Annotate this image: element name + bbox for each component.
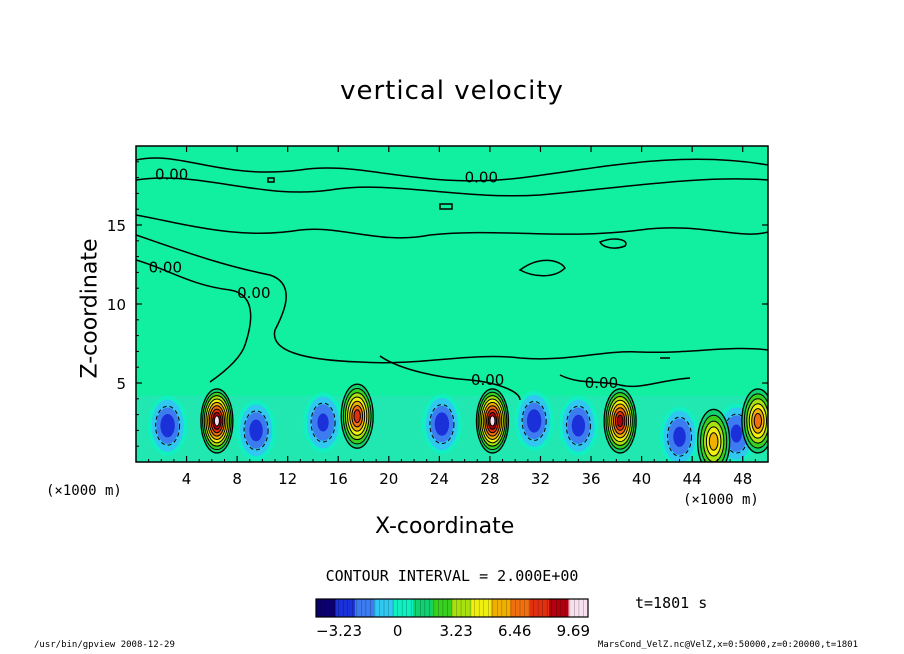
- y-tick-label: 5: [116, 375, 126, 393]
- negative-contour: [429, 404, 455, 445]
- updraft-level: [753, 413, 763, 429]
- x-tick-label: 44: [683, 470, 702, 488]
- y-tick-label: 15: [107, 217, 126, 235]
- colorbar-swatch: [413, 599, 434, 617]
- zero-contour-line: [267, 177, 275, 183]
- colorbar-tick-label: 6.46: [498, 622, 532, 640]
- colorbar-swatch: [490, 599, 511, 617]
- zero-contour-line: [379, 355, 521, 401]
- contour-label: 0.00: [149, 259, 182, 277]
- x-tick-label: 48: [733, 470, 752, 488]
- colorbar-swatch: [354, 599, 375, 617]
- colorbar-frame: [315, 598, 589, 618]
- x-tick-label: 24: [430, 470, 449, 488]
- zero-contour-line: [136, 214, 768, 239]
- contour-label: 0.00: [155, 165, 188, 183]
- x-tick-label: 40: [632, 470, 651, 488]
- contour-label: 0.00: [471, 371, 504, 389]
- colorbar-swatch: [316, 599, 336, 617]
- x-tick-label: 28: [480, 470, 499, 488]
- zero-contour-line: [136, 259, 252, 383]
- x-tick-label: 8: [232, 470, 242, 488]
- colorbar-swatch: [529, 599, 550, 617]
- colorbar-swatch: [568, 599, 589, 617]
- updraft-level: [708, 432, 719, 451]
- contour-interval-text: CONTOUR INTERVAL = 2.000E+00: [325, 567, 579, 585]
- contour-label: 0.00: [465, 169, 498, 187]
- colorbar-swatch: [374, 599, 395, 617]
- negative-contour: [521, 400, 547, 441]
- contour-label: 0.00: [237, 284, 270, 302]
- colorbar-swatch: [510, 599, 531, 617]
- zero-contour-line: [598, 238, 627, 249]
- x-unit-label-left: (×1000 m): [46, 483, 122, 499]
- x-tick-label: 32: [531, 470, 550, 488]
- x-tick-label: 12: [278, 470, 297, 488]
- zero-contour-lines: [136, 157, 768, 401]
- negative-contour: [667, 416, 693, 457]
- colorbar-swatch: [335, 599, 356, 617]
- negative-contour: [310, 402, 336, 443]
- zero-contour-line: [136, 234, 768, 364]
- downdraft-core: [249, 419, 263, 442]
- velocity-field: [136, 383, 768, 462]
- footer-program-info: /usr/bin/gpview 2008-12-29: [34, 640, 175, 650]
- x-tick-label: 4: [182, 470, 192, 488]
- negative-contour: [565, 405, 591, 446]
- downdraft-core: [160, 413, 175, 438]
- colorbar-swatch: [549, 599, 570, 617]
- zero-contour-line: [136, 177, 768, 197]
- colorbar-swatch: [452, 599, 472, 617]
- chart-title: vertical velocity: [340, 76, 564, 106]
- negative-contour: [243, 410, 269, 451]
- downdraft-core: [673, 426, 686, 447]
- contour-label: 0.00: [585, 374, 618, 392]
- downdraft-core: [571, 414, 586, 437]
- x-tick-label: 36: [581, 470, 600, 488]
- colorbar-tick-label: −3.23: [316, 622, 362, 640]
- colorbar-swatch: [432, 599, 453, 617]
- zero-contour-line: [518, 259, 566, 277]
- colorbar-swatch: [393, 599, 414, 617]
- y-tick-label: 10: [107, 296, 126, 314]
- downdraft-core: [434, 412, 450, 436]
- downdraft-core: [730, 424, 742, 443]
- negative-contour: [155, 405, 181, 446]
- x-tick-label: 16: [329, 470, 348, 488]
- time-label: t=1801 s: [635, 594, 708, 612]
- y-axis-label: Z-coordinate: [77, 238, 103, 379]
- contour-labels: 0.00 0.00 0.00 0.00 0.00 0.00: [149, 165, 618, 392]
- colorbar-tick-label: 9.69: [556, 622, 590, 640]
- updraft-level: [353, 409, 361, 424]
- updraft-level: [616, 414, 624, 428]
- updraft-level: [213, 415, 220, 427]
- zero-contour-line: [136, 157, 768, 182]
- downdraft-core: [317, 413, 329, 432]
- footer-data-source: MarsCond_VelZ.nc@VelZ,x=0:50000,z=0:2000…: [597, 640, 858, 650]
- updraft-level: [489, 415, 496, 427]
- colorbar-swatch: [471, 599, 492, 617]
- downdraft-core: [526, 409, 542, 433]
- colorbar-tick-label: 0: [392, 622, 403, 640]
- y-axis: 5 10 15: [107, 161, 768, 447]
- colorbar: [315, 598, 589, 618]
- x-axis: 4 8 12 16 20 24 28 32 36 40 44 48: [148, 146, 769, 488]
- zero-contour-line: [439, 203, 453, 210]
- colorbar-tick-label: 3.23: [439, 622, 473, 640]
- x-tick-label: 20: [379, 470, 398, 488]
- x-unit-label-right: (×1000 m): [683, 492, 759, 508]
- x-axis-label: X-coordinate: [375, 514, 515, 539]
- zero-contour-line: [559, 374, 691, 388]
